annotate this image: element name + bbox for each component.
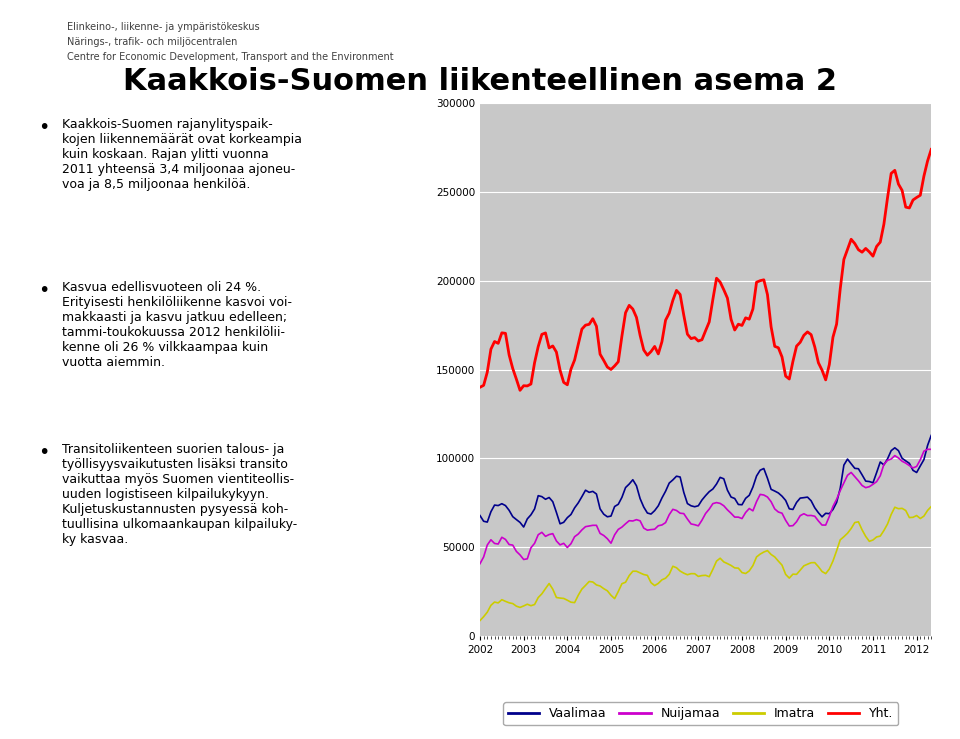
Vaalimaa [900, 457, 911, 466]
Imatra [590, 580, 602, 589]
Text: Närings-, trafik- och miljöcentralen: Närings-, trafik- och miljöcentralen [67, 37, 237, 47]
Nuijamaa [474, 559, 486, 568]
Text: Kaakkois-Suomen rajanylityspaik-
kojen liikennemäärät ovat korkeampia
kuin koska: Kaakkois-Suomen rajanylityspaik- kojen l… [62, 118, 302, 191]
Nuijamaa [897, 457, 908, 466]
Text: Kaakkois-Suomen liikenteellinen asema 2: Kaakkois-Suomen liikenteellinen asema 2 [123, 67, 837, 95]
Nuijamaa [852, 477, 864, 486]
Yht. [515, 386, 526, 395]
Text: Kasvua edellisvuoteen oli 24 %.
Erityisesti henkilöliikenne kasvoi voi-
makkaast: Kasvua edellisvuoteen oli 24 %. Erityise… [62, 281, 293, 369]
Yht. [758, 276, 770, 285]
Yht. [925, 145, 937, 154]
Imatra [474, 616, 486, 625]
Text: •: • [38, 443, 50, 463]
Imatra [864, 537, 876, 546]
Vaalimaa [584, 488, 595, 497]
Vaalimaa [867, 478, 878, 487]
Line: Nuijamaa: Nuijamaa [480, 449, 931, 564]
Vaalimaa [517, 522, 529, 531]
Imatra [755, 550, 766, 559]
Nuijamaa [922, 445, 933, 454]
Nuijamaa [580, 522, 591, 531]
Vaalimaa [594, 505, 606, 514]
Yht. [474, 383, 486, 392]
Yht. [900, 202, 911, 211]
Nuijamaa [864, 483, 876, 491]
Text: Elinkeino-, liikenne- ja ympäristökeskus: Elinkeino-, liikenne- ja ympäristökeskus [67, 22, 260, 33]
Imatra [897, 504, 908, 513]
Yht. [856, 248, 868, 256]
Vaalimaa [856, 471, 868, 480]
Vaalimaa [474, 511, 486, 520]
Nuijamaa [755, 490, 766, 499]
Imatra [925, 503, 937, 511]
Imatra [580, 581, 591, 590]
Nuijamaa [925, 445, 937, 454]
Vaalimaa [925, 431, 937, 440]
Yht. [594, 350, 606, 358]
Nuijamaa [590, 521, 602, 530]
Line: Vaalimaa: Vaalimaa [480, 435, 931, 527]
Text: Centre for Economic Development, Transport and the Environment: Centre for Economic Development, Transpo… [67, 52, 394, 62]
Yht. [584, 320, 595, 329]
Text: •: • [38, 118, 50, 137]
Text: •: • [38, 281, 50, 300]
Legend: Vaalimaa, Nuijamaa, Imatra, Yht.: Vaalimaa, Nuijamaa, Imatra, Yht. [503, 702, 899, 726]
Line: Imatra: Imatra [480, 507, 931, 621]
Yht. [867, 252, 878, 261]
Line: Yht.: Yht. [480, 149, 931, 390]
Imatra [852, 517, 864, 526]
Vaalimaa [758, 464, 770, 473]
Text: Transitoliikenteen suorien talous- ja
työllisyysvaikutusten lisäksi transito
vai: Transitoliikenteen suorien talous- ja ty… [62, 443, 298, 546]
